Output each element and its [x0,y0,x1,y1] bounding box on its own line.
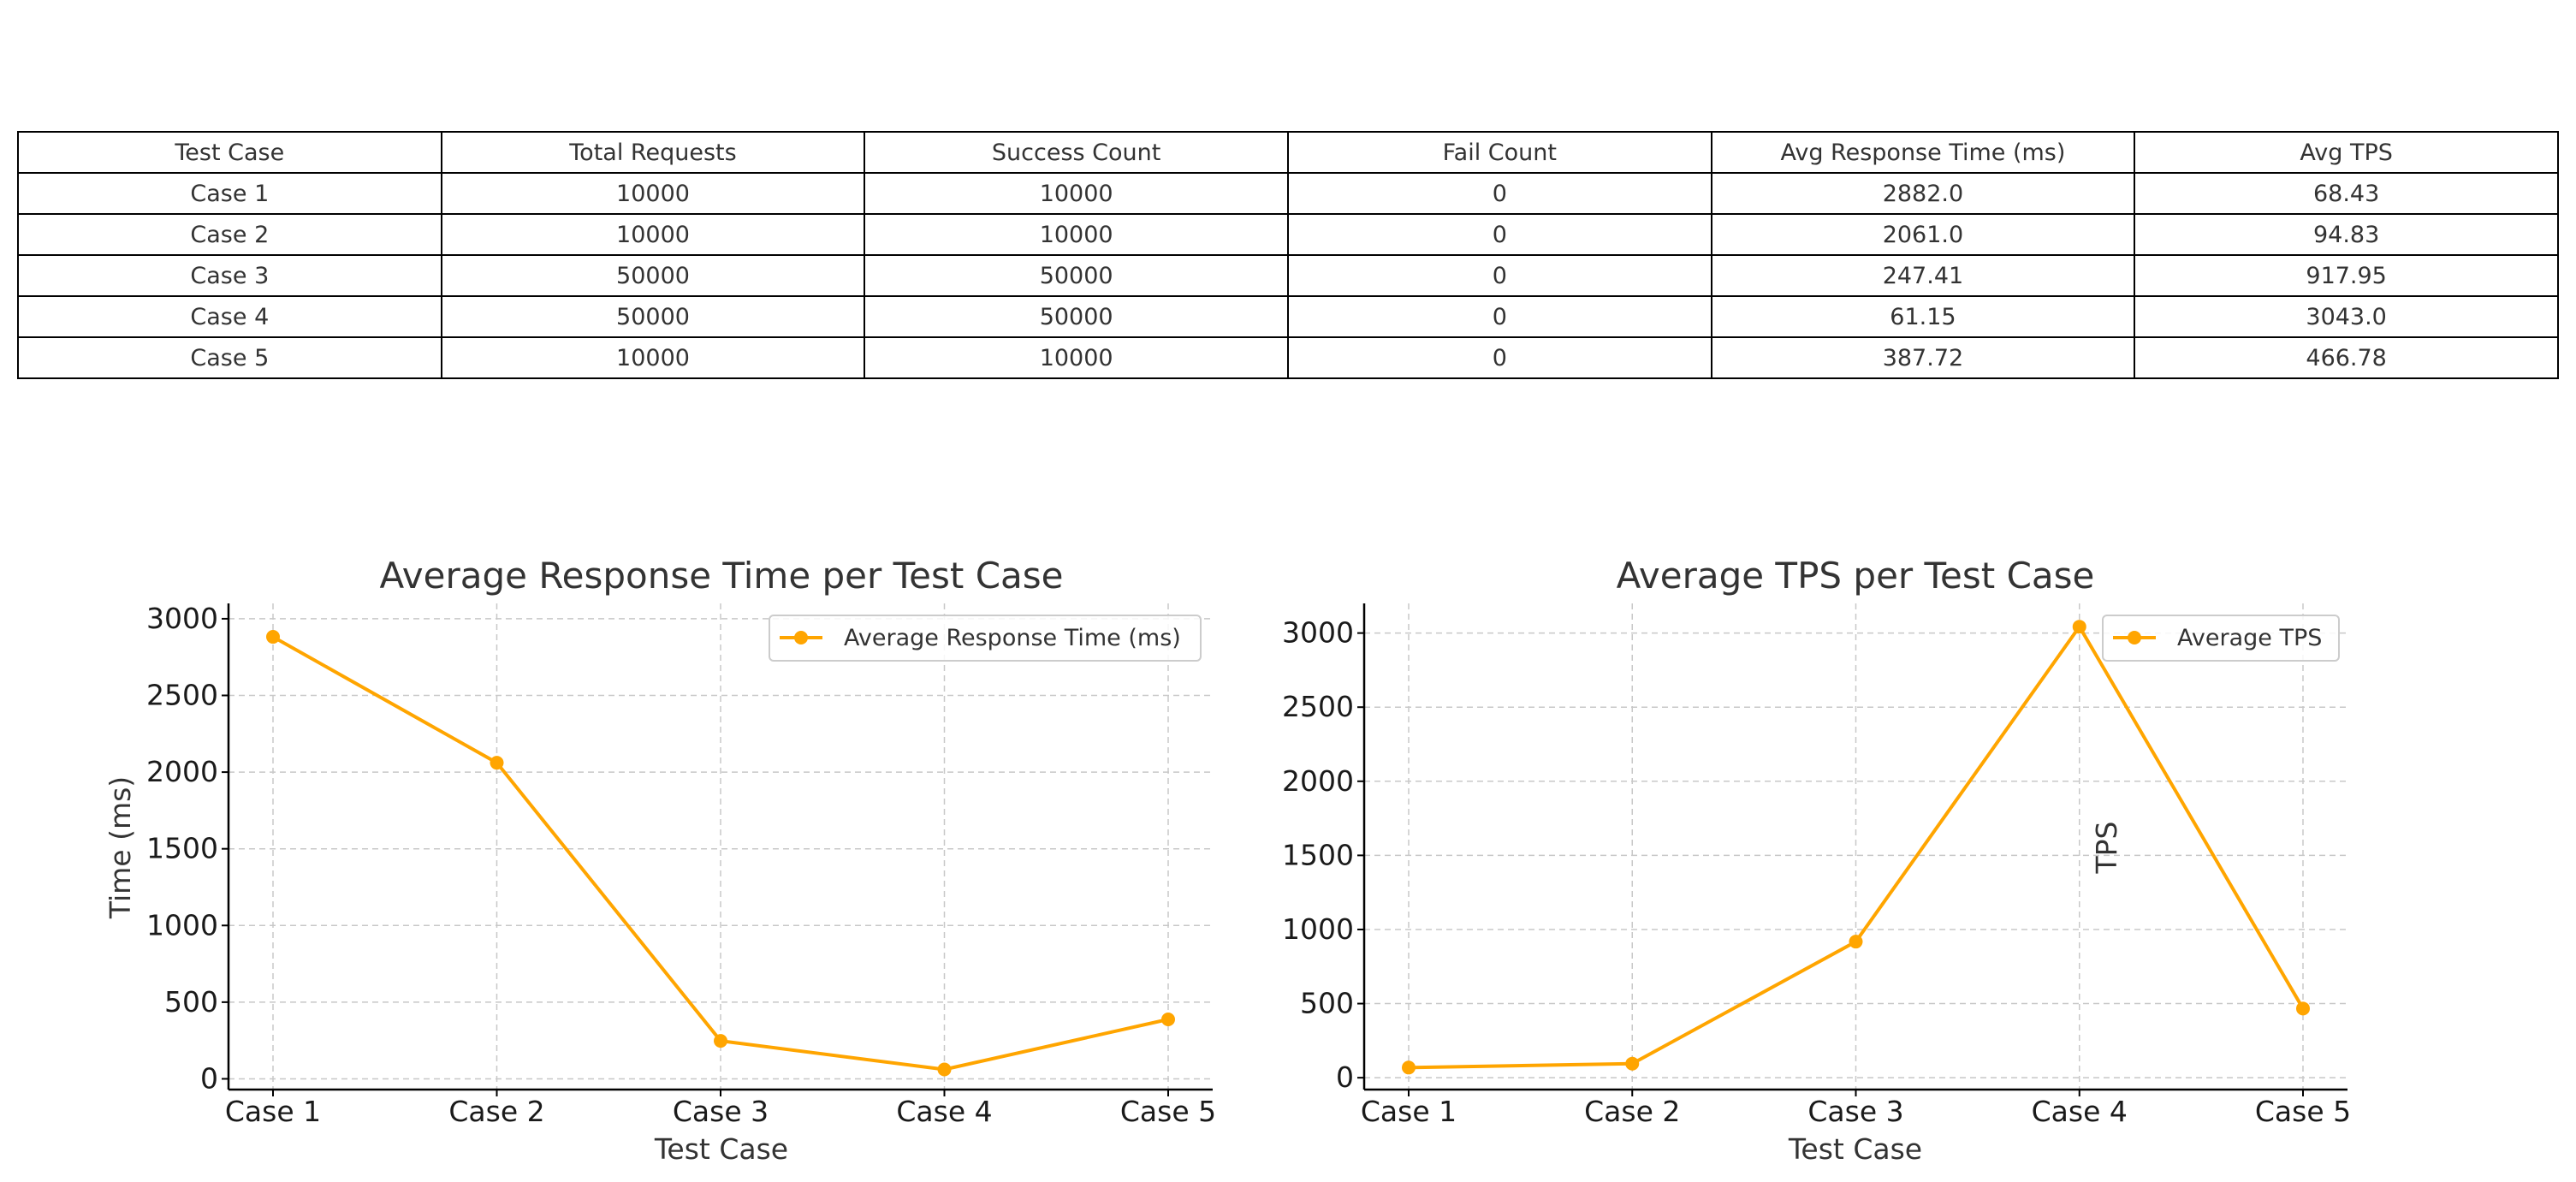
table-row: Case 5 10000 10000 0 387.72 466.78 [17,336,2559,379]
table-cell: 0 [1286,213,1712,256]
data-point [714,1034,727,1048]
tps-chart: Average TPS per Test Case Case 1 Case 2 Ca… [1282,555,2351,1166]
data-point [1849,935,1863,949]
table-cell: 10000 [440,172,866,215]
table-cell: Case 5 [17,336,442,379]
x-tick-label: Case 5 [2255,1095,2351,1128]
data-point [490,756,504,770]
legend-label: Average TPS [2177,625,2322,651]
x-axis-label: Test Case [654,1132,788,1166]
x-tick-label: Case 3 [673,1095,769,1128]
legend-box [769,615,1202,662]
data-point [1625,1056,1640,1071]
table-header-row: Test Case Total Requests Success Count F… [17,131,2559,174]
column-header: Test Case [17,131,442,174]
chart-title: Average Response Time per Test Case [380,555,1064,597]
legend-marker-icon [794,631,808,644]
y-tick-label: 1500 [1282,838,1354,871]
table-cell: 0 [1286,254,1712,297]
column-header: Success Count [864,131,1289,174]
table-cell: 10000 [864,213,1289,256]
response-time-chart: Average Response Time per Test Case Case… [104,555,1216,1166]
y-axis-label: Time (ms) [104,776,137,919]
y-tick-label: 0 [1336,1060,1354,1094]
y-tick-label: 0 [200,1061,218,1095]
chart-title: Average TPS per Test Case [1617,555,2095,597]
table-row: Case 3 50000 50000 0 247.41 917.95 [17,254,2559,297]
results-table: Test Case Total Requests Success Count F… [17,131,2559,379]
data-point [266,630,280,644]
y-tick-label: 1500 [146,832,218,865]
x-tick-label: Case 1 [225,1095,321,1128]
y-tick-label: 2000 [146,755,218,788]
table-cell: 50000 [864,254,1289,297]
table-cell: 10000 [440,213,866,256]
table-cell: 50000 [440,254,866,297]
table-cell: 0 [1286,295,1712,338]
x-tick-label: Case 1 [1361,1095,1457,1128]
legend-box [2102,615,2340,662]
data-point [1161,1012,1175,1026]
table-cell: Case 3 [17,254,442,297]
table-row: Case 4 50000 50000 0 61.15 3043.0 [17,295,2559,338]
table-cell: 247.41 [1710,254,2136,297]
x-tick-label: Case 5 [1120,1095,1216,1128]
x-tick-label: Case 3 [1807,1095,1903,1128]
y-tick-label: 3000 [146,602,218,635]
table-cell: 2061.0 [1710,213,2136,256]
table-cell: Case 4 [17,295,442,338]
table-cell: 917.95 [2134,254,2559,297]
x-tick-label: Case 2 [1584,1095,1680,1128]
table-cell: Case 2 [17,213,442,256]
table-cell: 466.78 [2134,336,2559,379]
legend-label: Average Response Time (ms) [844,625,1181,651]
table-row: Case 1 10000 10000 0 2882.0 68.43 [17,172,2559,215]
legend-marker-icon [2128,631,2141,644]
column-header: Avg Response Time (ms) [1710,131,2136,174]
data-point [1402,1060,1416,1075]
chart-legend: Average TPS [2102,615,2340,662]
table-cell: 10000 [864,172,1289,215]
y-tick-label: 2500 [1282,690,1354,723]
data-point [937,1062,952,1077]
table-cell: Case 1 [17,172,442,215]
table-cell: 0 [1286,336,1712,379]
table-cell: 61.15 [1710,295,2136,338]
data-point [2296,1001,2310,1016]
table-cell: 94.83 [2134,213,2559,256]
column-header: Fail Count [1286,131,1712,174]
table-cell: 0 [1286,172,1712,215]
x-tick-label: Case 4 [896,1095,992,1128]
table-cell: 68.43 [2134,172,2559,215]
x-tick-label: Case 4 [2032,1095,2128,1128]
y-tick-label: 1000 [146,908,218,941]
y-axis-label: TPS [2090,821,2123,874]
table-cell: 50000 [440,295,866,338]
data-point [2072,620,2086,634]
y-tick-label: 2500 [146,679,218,712]
series-line [1408,625,2305,1070]
y-tick-label: 3000 [1282,616,1354,650]
x-tick-label: Case 2 [448,1095,544,1128]
table-row: Case 2 10000 10000 0 2061.0 94.83 [17,213,2559,256]
column-header: Avg TPS [2134,131,2559,174]
y-tick-label: 2000 [1282,764,1354,798]
table-cell: 50000 [864,295,1289,338]
table-cell: 2882.0 [1710,172,2136,215]
column-header: Total Requests [440,131,866,174]
chart-legend: Average Response Time (ms) [769,615,1202,662]
table-cell: 10000 [440,336,866,379]
table-cell: 10000 [864,336,1289,379]
y-tick-label: 500 [1300,987,1354,1020]
table-cell: 387.72 [1710,336,2136,379]
y-tick-label: 1000 [1282,912,1354,946]
y-tick-label: 500 [164,985,218,1019]
x-axis-label: Test Case [1788,1132,1922,1166]
table-cell: 3043.0 [2134,295,2559,338]
